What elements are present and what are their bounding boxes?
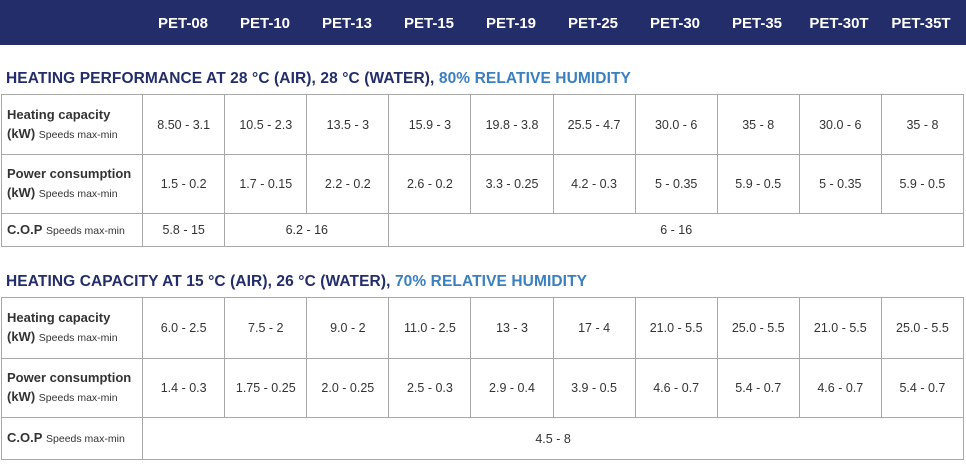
table-cell: 4.6 - 0.7 — [798, 358, 882, 418]
power-consumption-label-cell: Power consumption (kW) Speeds max-min — [0, 358, 144, 418]
table-cell: 1.4 - 0.3 — [142, 358, 226, 418]
section2-title-part1: HEATING CAPACITY AT 15 °C (AIR), 26 °C (… — [6, 273, 395, 290]
table-cell: 19.8 - 3.8 — [470, 94, 554, 155]
table-cell: 13.5 - 3 — [306, 94, 390, 155]
table-cell: 9.0 - 2 — [306, 297, 390, 359]
row-sublabel: Speeds max-min — [38, 188, 118, 200]
table-cell: 8.50 - 3.1 — [142, 94, 226, 155]
table-cell: 10.5 - 2.3 — [224, 94, 308, 155]
table-cell: 4.2 - 0.3 — [552, 154, 636, 214]
row-unit: (kW) — [7, 329, 36, 344]
table-cell: 3.9 - 0.5 — [552, 358, 636, 418]
table-row: Power consumption (kW) Speeds max-min 1.… — [0, 154, 965, 214]
model-header-pet-13: PET-13 — [321, 15, 373, 32]
model-header-bar: PET-08 PET-10 PET-13 PET-15 PET-19 PET-2… — [0, 0, 966, 45]
table-cell: 1.5 - 0.2 — [142, 154, 226, 214]
row-sublabel: Speeds max-min — [46, 433, 125, 445]
table-cell: 2.0 - 0.25 — [306, 358, 390, 418]
table-cell: 5.8 - 15 — [142, 213, 226, 247]
table-cell: 21.0 - 5.5 — [634, 297, 718, 359]
model-header-pet-30: PET-30 — [649, 15, 701, 32]
heating-capacity-label-cell: Heating capacity (kW) Speeds max-min — [0, 94, 144, 155]
section1-title: HEATING PERFORMANCE AT 28 °C (AIR), 28 °… — [6, 70, 631, 88]
table-cell: 6.2 - 16 — [224, 213, 390, 247]
table-cell: 5.9 - 0.5 — [880, 154, 965, 214]
table-cell: 2.5 - 0.3 — [388, 358, 472, 418]
table-cell: 15.9 - 3 — [388, 94, 472, 155]
table-cell: 4.6 - 0.7 — [634, 358, 718, 418]
table-cell: 17 - 4 — [552, 297, 636, 359]
table-cell: 5.9 - 0.5 — [716, 154, 800, 214]
table-cell: 2.2 - 0.2 — [306, 154, 390, 214]
row-label: C.O.P — [7, 430, 43, 445]
cop-label-cell: C.O.P Speeds max-min — [0, 417, 144, 460]
section1-table: Heating capacity (kW) Speeds max-min 8.5… — [0, 94, 965, 247]
section2-title-part2: 70% RELATIVE HUMIDITY — [394, 273, 588, 290]
table-cell: 11.0 - 2.5 — [388, 297, 472, 359]
row-label: C.O.P — [7, 221, 43, 237]
model-header-pet-25: PET-25 — [567, 15, 619, 32]
table-cell: 1.75 - 0.25 — [224, 358, 308, 418]
section1-title-part2: 80% RELATIVE HUMIDITY — [438, 70, 632, 87]
table-cell: 3.3 - 0.25 — [470, 154, 554, 214]
row-sublabel: Speeds max-min — [38, 392, 118, 404]
row-sublabel: Speeds max-min — [38, 128, 118, 141]
table-cell: 25.0 - 5.5 — [880, 297, 965, 359]
model-header-pet-19: PET-19 — [485, 15, 537, 32]
table-cell: 35 - 8 — [716, 94, 800, 155]
table-cell: 5.4 - 0.7 — [880, 358, 965, 418]
model-header-pet-10: PET-10 — [239, 15, 291, 32]
model-header-pet-35t: PET-35T — [891, 15, 951, 32]
model-header-pet-08: PET-08 — [157, 15, 209, 32]
table-cell: 25.5 - 4.7 — [552, 94, 636, 155]
table-cell: 5 - 0.35 — [634, 154, 718, 214]
table-cell: 7.5 - 2 — [224, 297, 308, 359]
section1-title-part1: HEATING PERFORMANCE AT 28 °C (AIR), 28 °… — [6, 70, 439, 87]
section2-title: HEATING CAPACITY AT 15 °C (AIR), 26 °C (… — [6, 273, 587, 291]
table-row: Power consumption (kW) Speeds max-min 1.… — [0, 358, 965, 418]
row-unit: (kW) — [7, 389, 36, 404]
row-label: Heating capacity — [7, 310, 111, 325]
table-row: Heating capacity (kW) Speeds max-min 8.5… — [0, 94, 965, 155]
cop-label-cell: C.O.P Speeds max-min — [0, 213, 144, 247]
table-cell: 35 - 8 — [880, 94, 965, 155]
table-row: C.O.P Speeds max-min 4.5 - 8 — [0, 417, 964, 460]
table-cell: 5.4 - 0.7 — [716, 358, 800, 418]
table-cell: 5 - 0.35 — [798, 154, 882, 214]
power-consumption-label-cell: Power consumption (kW) Speeds max-min — [0, 154, 144, 214]
row-unit: (kW) — [7, 185, 36, 200]
row-sublabel: Speeds max-min — [46, 224, 125, 237]
table-cell: 21.0 - 5.5 — [798, 297, 882, 359]
table-cell: 13 - 3 — [470, 297, 554, 359]
table-cell: 2.6 - 0.2 — [388, 154, 472, 214]
model-header-pet-35: PET-35 — [731, 15, 783, 32]
table-cell: 6 - 16 — [388, 213, 964, 247]
section2-table: Heating capacity (kW) Speeds max-min 6.0… — [0, 297, 965, 460]
heating-capacity-label-cell: Heating capacity (kW) Speeds max-min — [0, 297, 144, 359]
table-row: C.O.P Speeds max-min 5.8 - 15 6.2 - 16 6… — [0, 213, 964, 247]
model-header-pet-30t: PET-30T — [809, 15, 869, 32]
row-label: Power consumption — [7, 370, 132, 385]
table-row: Heating capacity (kW) Speeds max-min 6.0… — [0, 297, 965, 359]
table-cell: 30.0 - 6 — [798, 94, 882, 155]
table-cell: 4.5 - 8 — [142, 417, 964, 460]
table-cell: 1.7 - 0.15 — [224, 154, 308, 214]
table-cell: 2.9 - 0.4 — [470, 358, 554, 418]
model-header-pet-15: PET-15 — [403, 15, 455, 32]
table-cell: 30.0 - 6 — [634, 94, 718, 155]
table-cell: 6.0 - 2.5 — [142, 297, 226, 359]
row-sublabel: Speeds max-min — [38, 332, 118, 344]
row-unit: (kW) — [7, 125, 36, 141]
table-cell: 25.0 - 5.5 — [716, 297, 800, 359]
row-label: Heating capacity — [7, 106, 111, 122]
row-label: Power consumption — [7, 166, 132, 181]
